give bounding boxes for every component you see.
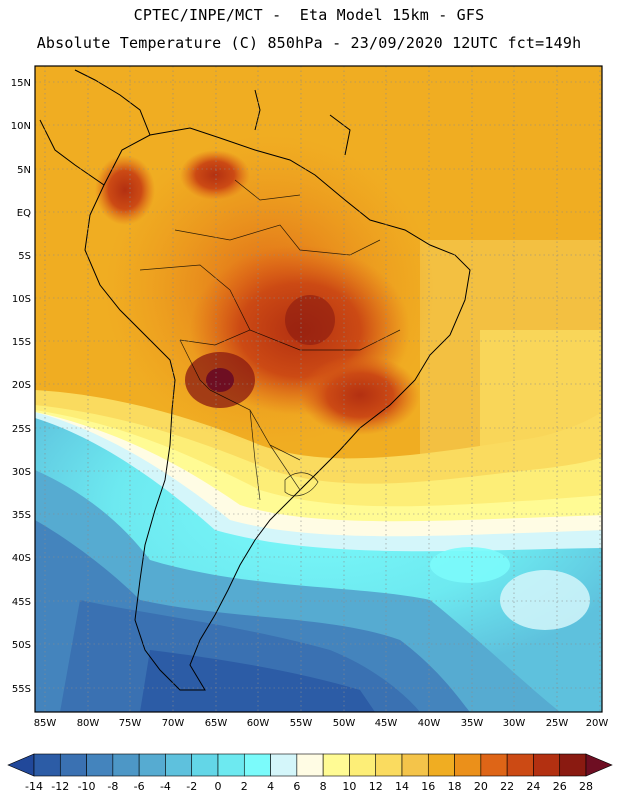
lat-label: 30S [12, 467, 31, 478]
colorbar-swatch [217, 753, 245, 777]
colorbar-label: 14 [395, 780, 409, 793]
colorbar-label: 22 [500, 780, 514, 793]
lat-label: 55S [12, 684, 31, 695]
colorbar-swatch [86, 753, 114, 777]
coastline [39, 69, 471, 691]
colorbar-arrow-min [7, 753, 35, 777]
colorbar-label: 26 [553, 780, 567, 793]
graticule [35, 66, 602, 712]
lat-label: EQ [17, 208, 31, 219]
colorbar-swatch [59, 753, 87, 777]
colorbar-label: 18 [448, 780, 462, 793]
lon-label: 30W [503, 718, 526, 729]
lon-label: 45W [375, 718, 398, 729]
colorbar-swatch [533, 753, 561, 777]
colorbar-swatch [191, 753, 219, 777]
colorbar-label: -6 [134, 780, 145, 793]
colorbar-swatch [138, 753, 166, 777]
colorbar: -14 -12 -10 -8 -6 -4 -2 0 2 4 6 8 10 12 14 16 18 20 22 24 26… [7, 753, 613, 793]
lon-label: 40W [418, 718, 441, 729]
lon-label: 65W [205, 718, 228, 729]
lon-label: 35W [461, 718, 484, 729]
lon-label: 85W [34, 718, 57, 729]
colorbar-label: 24 [526, 780, 540, 793]
colorbar-swatch [112, 753, 140, 777]
colorbar-label: 20 [474, 780, 488, 793]
colorbar-swatch [480, 753, 508, 777]
lon-label: 70W [162, 718, 185, 729]
colorbar-swatch [559, 753, 587, 777]
colorbar-swatch [375, 753, 403, 777]
latitude-axis: 15N 10N 5N EQ 5S 10S 15S 20S 25S 30S 35S… [11, 78, 31, 695]
colorbar-swatch [33, 753, 61, 777]
lat-label: 10S [12, 294, 31, 305]
map-subtitle: Absolute Temperature (C) 850hPa - 23/09/… [36, 34, 582, 52]
colorbar-swatch [401, 753, 429, 777]
map-frame [34, 65, 603, 713]
colorbar-label: 10 [342, 780, 356, 793]
colorbar-label: -4 [160, 780, 171, 793]
lon-label: 75W [119, 718, 142, 729]
lon-label: 20W [586, 718, 609, 729]
colorbar-label: -2 [186, 780, 197, 793]
lat-label: 15S [12, 337, 31, 348]
country-borders [139, 179, 401, 501]
colorbar-label: -14 [25, 780, 43, 793]
colorbar-label: -10 [78, 780, 96, 793]
colorbar-label: 0 [215, 780, 222, 793]
colorbar-label: 4 [267, 780, 274, 793]
lon-label: 80W [77, 718, 100, 729]
lat-label: 45S [12, 597, 31, 608]
temperature-field [35, 66, 602, 712]
colorbar-label: -12 [51, 780, 69, 793]
longitude-axis: 85W 80W 75W 70W 65W 60W 55W 50W 45W 40W … [34, 718, 609, 729]
lon-label: 55W [290, 718, 313, 729]
colorbar-swatch [243, 753, 271, 777]
colorbar-swatch [454, 753, 482, 777]
colorbar-label: 6 [293, 780, 300, 793]
lat-label: 5S [18, 251, 31, 262]
lat-label: 15N [11, 78, 31, 89]
colorbar-swatch [270, 753, 298, 777]
colorbar-label: 12 [369, 780, 383, 793]
colorbar-swatch [349, 753, 377, 777]
lat-label: 10N [11, 121, 31, 132]
colorbar-swatch [427, 753, 455, 777]
lon-label: 60W [247, 718, 270, 729]
colorbar-arrow-max [585, 753, 613, 777]
colorbar-swatch [322, 753, 350, 777]
colorbar-label: -8 [107, 780, 118, 793]
lat-label: 50S [12, 640, 31, 651]
map-title: CPTEC/INPE/MCT - Eta Model 15km - GFS [133, 6, 485, 24]
lon-label: 25W [546, 718, 569, 729]
colorbar-label: 2 [241, 780, 248, 793]
lat-label: 25S [12, 424, 31, 435]
lat-label: 40S [12, 553, 31, 564]
lat-label: 5N [17, 165, 31, 176]
lat-label: 35S [12, 510, 31, 521]
lon-label: 50W [333, 718, 356, 729]
colorbar-swatch [296, 753, 324, 777]
colorbar-label: 28 [579, 780, 593, 793]
lat-label: 20S [12, 380, 31, 391]
colorbar-swatch [165, 753, 193, 777]
colorbar-label: 16 [421, 780, 435, 793]
colorbar-label: 8 [320, 780, 327, 793]
colorbar-swatch [506, 753, 534, 777]
